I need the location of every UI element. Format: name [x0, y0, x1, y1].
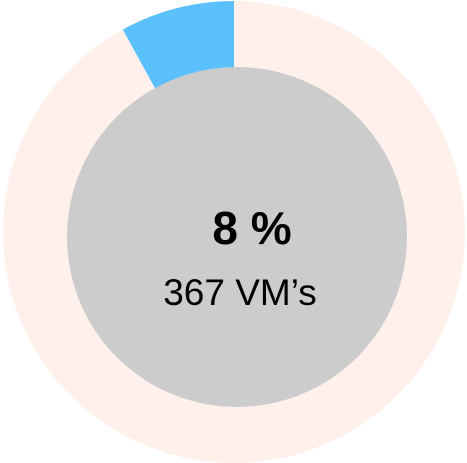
center-value: 8 %	[212, 202, 291, 254]
center-subtitle: 367 VM’s	[163, 272, 317, 313]
center-disc	[67, 67, 407, 407]
